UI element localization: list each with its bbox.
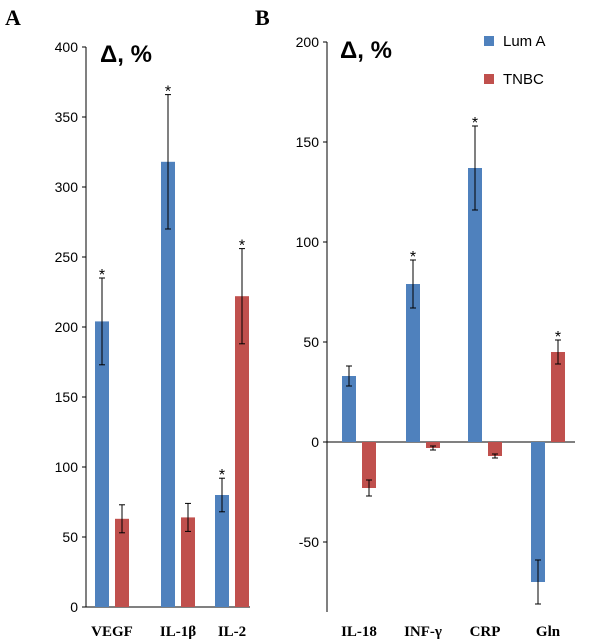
significance-star: * [410, 249, 416, 266]
y-tick-label: 0 [311, 434, 319, 450]
bar-tnbc-1 [181, 517, 195, 607]
legend-label-1: TNBC [503, 71, 544, 88]
bar-lum-a-3 [531, 442, 545, 582]
x-tick-label: IL-1β [160, 624, 196, 640]
bar-lum-a-2 [468, 168, 482, 442]
y-tick-label: 150 [55, 389, 79, 405]
panel-label-a: A [5, 5, 21, 30]
significance-star: * [99, 267, 105, 284]
significance-star: * [219, 467, 225, 484]
y-tick-label: 50 [62, 529, 78, 545]
bar-lum-a-1 [161, 161, 175, 608]
legend-label-0: Lum A [503, 33, 546, 50]
panel-label-b: B [255, 5, 270, 30]
y-tick-label: 50 [303, 334, 319, 350]
bar-tnbc-2 [235, 296, 249, 607]
y-tick-label: 100 [55, 459, 79, 475]
x-tick-label: IL-18 [341, 624, 377, 640]
y-tick-label: -50 [299, 534, 319, 550]
panel-b: B Δ, % -50 0 50 100 150 200 IL-18 * INF-γ * CRP * Gln [255, 5, 575, 640]
significance-star: * [165, 84, 171, 101]
significance-star: * [472, 115, 478, 132]
y-tick-label: 300 [55, 179, 79, 195]
y-axis-label: Δ, % [100, 41, 152, 68]
bar-lum-a-2 [215, 495, 229, 607]
bar-tnbc-2 [488, 442, 502, 456]
y-tick-label: 350 [55, 109, 79, 125]
x-tick-label: INF-γ [404, 624, 442, 640]
bar-tnbc-3 [551, 352, 565, 442]
significance-star: * [239, 238, 245, 255]
y-tick-label: 150 [296, 134, 320, 150]
x-tick-label: CRP [470, 624, 501, 640]
significance-star: * [555, 329, 561, 346]
x-tick-label: Gln [536, 624, 561, 640]
bar-tnbc-0 [362, 442, 376, 488]
bar-lum-a-0 [342, 376, 356, 442]
y-tick-label: 0 [70, 599, 78, 615]
y-tick-label: 200 [55, 319, 79, 335]
y-tick-label: 250 [55, 249, 79, 265]
bar-lum-a-1 [406, 284, 420, 442]
x-tick-label: IL-2 [218, 624, 246, 640]
legend: Lum A TNBC [484, 33, 546, 88]
y-axis-label: Δ, % [340, 37, 392, 64]
panel-a: A Δ, % 0 50 100 150 200 250 300 350 400 * VEGF * IL-1β… [5, 5, 250, 640]
x-tick-label: VEGF [91, 624, 133, 640]
y-tick-label: 200 [296, 34, 320, 50]
bar-tnbc-0 [115, 518, 129, 607]
bar-lum-a-0 [95, 321, 109, 607]
legend-swatch-0 [484, 36, 494, 46]
y-tick-label: 400 [55, 39, 79, 55]
bar-tnbc-1 [426, 442, 440, 448]
legend-swatch-1 [484, 74, 494, 84]
y-tick-label: 100 [296, 234, 320, 250]
